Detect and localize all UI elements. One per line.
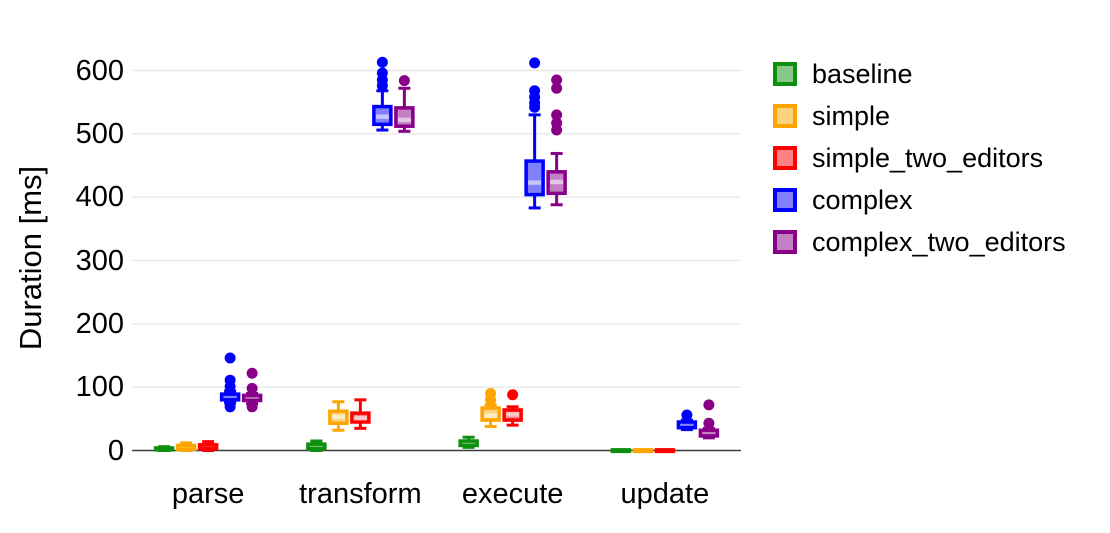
legend-key-swatch xyxy=(773,230,797,254)
outlier-dot xyxy=(224,352,236,364)
legend-key-swatch xyxy=(773,188,797,212)
outlier-dot xyxy=(246,367,258,379)
legend-item: simple xyxy=(773,95,1066,137)
box xyxy=(610,448,632,454)
x-category-label: update xyxy=(620,478,710,510)
box xyxy=(219,392,241,402)
median-line xyxy=(506,412,520,417)
box xyxy=(153,446,175,452)
outlier-dot xyxy=(551,117,563,129)
legend-label: complex xyxy=(812,184,913,215)
legend-item: complex xyxy=(773,179,1066,221)
legend-label: baseline xyxy=(812,58,913,89)
box xyxy=(654,448,676,454)
outlier-dot xyxy=(507,389,519,401)
y-tick-label: 300 xyxy=(75,244,124,277)
box xyxy=(698,428,720,438)
box xyxy=(632,448,654,454)
legend-label: simple xyxy=(812,100,891,131)
median-line xyxy=(331,414,345,420)
legend-key-swatch xyxy=(773,104,797,128)
outlier-dot xyxy=(703,417,715,429)
outlier-dot xyxy=(485,388,497,399)
legend-key-swatch xyxy=(773,146,797,170)
y-tick-label: 600 xyxy=(75,54,124,87)
median-line xyxy=(550,179,564,185)
legend-key-swatch xyxy=(773,62,797,86)
legend-item: simple_two_editors xyxy=(773,137,1066,179)
median-line xyxy=(528,180,542,185)
outlier-dot xyxy=(376,56,388,68)
y-tick-label: 0 xyxy=(107,434,124,467)
x-category-label: parse xyxy=(171,478,245,510)
y-tick-label: 400 xyxy=(75,181,124,214)
box xyxy=(458,439,479,448)
y-tick-label: 100 xyxy=(75,371,124,404)
x-category-label: transform xyxy=(299,478,422,510)
box xyxy=(241,393,263,403)
outlier-dot xyxy=(551,82,563,94)
outlier-dot xyxy=(551,74,563,86)
box xyxy=(175,443,197,451)
legend-label: complex_two_editors xyxy=(812,226,1066,257)
outlier-dot xyxy=(681,409,693,421)
box xyxy=(676,420,698,430)
median-line xyxy=(353,416,367,421)
outlier-dot xyxy=(398,75,410,87)
outlier-dot xyxy=(703,399,715,411)
x-category-label: execute xyxy=(461,478,564,510)
box xyxy=(306,442,327,451)
box xyxy=(197,443,219,451)
outlier-dot xyxy=(529,57,541,69)
y-tick-label: 200 xyxy=(75,307,124,340)
box xyxy=(394,106,415,128)
outlier-dot xyxy=(376,67,388,79)
outlier-dot xyxy=(529,85,541,97)
box xyxy=(524,159,545,197)
y-tick-label: 500 xyxy=(75,117,124,150)
legend-item: baseline xyxy=(773,53,1066,95)
outlier-dot xyxy=(224,374,236,386)
median-line xyxy=(397,117,411,123)
outlier-dot xyxy=(246,382,258,394)
legend-item: complex_two_editors xyxy=(773,221,1066,263)
legend-label: simple_two_editors xyxy=(812,142,1044,173)
plot-area xyxy=(132,56,741,454)
outlier-dot xyxy=(224,401,236,413)
outlier-dot xyxy=(246,401,258,413)
outlier-dot xyxy=(551,109,563,121)
median-line xyxy=(484,413,498,418)
median-line xyxy=(375,114,389,119)
